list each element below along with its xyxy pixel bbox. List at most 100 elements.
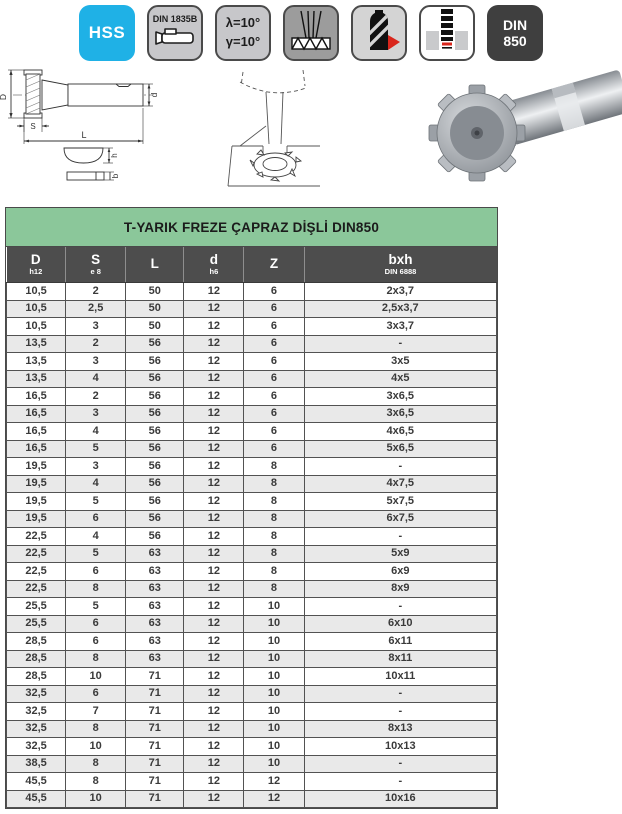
din1835b-shank-badge: DIN 1835B	[147, 5, 203, 61]
table-row: 10,5 3 50 12 6 3x3,7	[5, 317, 498, 336]
milling-direction-badge	[351, 5, 407, 61]
dimension-table: T-YARIK FREZE ÇAPRAZ DİŞLİ DIN850 D h12 …	[5, 207, 498, 809]
cell-S: 8	[65, 772, 127, 791]
cell-Z: 6	[243, 369, 305, 388]
cell-bxh: 6x10	[303, 614, 498, 633]
cell-d: 12	[183, 632, 245, 651]
table-row: 19,5 4 56 12 8 4x7,5	[5, 474, 498, 493]
cell-Z: 10	[243, 632, 305, 651]
cell-L: 56	[125, 369, 185, 388]
cell-d: 12	[183, 597, 245, 616]
cell-D: 19,5	[5, 492, 67, 511]
cell-Z: 12	[243, 772, 305, 791]
cell-D: 22,5	[5, 527, 67, 546]
cell-S: 10	[65, 737, 127, 756]
cell-D: 16,5	[5, 422, 67, 441]
table-row: 32,5 6 71 12 10 -	[5, 684, 498, 703]
cell-Z: 12	[243, 789, 305, 808]
cell-D: 38,5	[5, 754, 67, 773]
table-row: 38,5 8 71 12 10 -	[5, 754, 498, 773]
cell-bxh: 8x13	[303, 719, 498, 738]
table-row: 22,5 6 63 12 8 6x9	[5, 562, 498, 581]
cell-S: 2	[65, 334, 127, 353]
cell-L: 56	[125, 509, 185, 528]
table-title: T-YARIK FREZE ÇAPRAZ DİŞLİ DIN850	[6, 208, 497, 247]
cell-L: 56	[125, 334, 185, 353]
cell-d: 12	[183, 369, 245, 388]
cell-L: 63	[125, 597, 185, 616]
cell-d: 12	[183, 527, 245, 546]
cell-D: 22,5	[5, 579, 67, 598]
cell-bxh: 2,5x3,7	[303, 299, 498, 318]
cell-Z: 8	[243, 474, 305, 493]
cell-Z: 6	[243, 317, 305, 336]
cell-d: 12	[183, 649, 245, 668]
gamma-angle: γ=10°	[225, 34, 261, 49]
cell-d: 12	[183, 719, 245, 738]
cell-L: 71	[125, 772, 185, 791]
lambda-angle: λ=10°	[225, 15, 261, 31]
cell-bxh: -	[303, 597, 498, 616]
product-photo	[428, 70, 622, 182]
cell-d: 12	[183, 702, 245, 721]
technical-drawings-strip: D S d L h	[0, 68, 622, 200]
cell-Z: 10	[243, 667, 305, 686]
cell-d: 12	[183, 772, 245, 791]
cell-d: 12	[183, 474, 245, 493]
cell-S: 3	[65, 457, 127, 476]
property-badges-row: HSS DIN 1835B λ=10° γ=10°	[79, 5, 543, 61]
column-header-S: S e 8	[65, 247, 126, 283]
cell-bxh: -	[303, 457, 498, 476]
cell-S: 6	[65, 614, 127, 633]
cell-L: 63	[125, 649, 185, 668]
cell-d: 12	[183, 282, 245, 301]
cell-D: 16,5	[5, 404, 67, 423]
table-row: 22,5 5 63 12 8 5x9	[5, 544, 498, 563]
cell-L: 56	[125, 352, 185, 371]
cell-d: 12	[183, 387, 245, 406]
table-row: 22,5 8 63 12 8 8x9	[5, 579, 498, 598]
cell-bxh: 6x11	[303, 632, 498, 651]
cell-d: 12	[183, 789, 245, 808]
cell-d: 12	[183, 334, 245, 353]
table-row: 16,5 2 56 12 6 3x6,5	[5, 387, 498, 406]
cell-S: 8	[65, 754, 127, 773]
cell-S: 5	[65, 597, 127, 616]
cell-Z: 10	[243, 614, 305, 633]
cell-S: 4	[65, 422, 127, 441]
din1835b-label: DIN 1835B	[152, 14, 198, 24]
cell-S: 7	[65, 702, 127, 721]
cell-S: 8	[65, 649, 127, 668]
table-row: 19,5 6 56 12 8 6x7,5	[5, 509, 498, 528]
cell-L: 63	[125, 614, 185, 633]
cell-D: 45,5	[5, 789, 67, 808]
cell-D: 22,5	[5, 562, 67, 581]
cell-Z: 8	[243, 544, 305, 563]
cell-S: 10	[65, 667, 127, 686]
cell-S: 4	[65, 369, 127, 388]
cell-d: 12	[183, 404, 245, 423]
cell-Z: 8	[243, 579, 305, 598]
din850-standard-badge: DIN 850	[487, 5, 543, 61]
cell-Z: 8	[243, 492, 305, 511]
weldon-shank-icon	[153, 25, 197, 52]
cell-L: 56	[125, 527, 185, 546]
t-slot-cutting-drawing	[227, 69, 320, 187]
cell-Z: 10	[243, 737, 305, 756]
table-row: 19,5 3 56 12 8 -	[5, 457, 498, 476]
cell-Z: 6	[243, 422, 305, 441]
cell-d: 12	[183, 544, 245, 563]
column-header-D: D h12	[6, 247, 66, 283]
cell-Z: 6	[243, 282, 305, 301]
cell-L: 63	[125, 579, 185, 598]
cell-bxh: 10x16	[303, 789, 498, 808]
cell-L: 71	[125, 684, 185, 703]
cell-Z: 8	[243, 562, 305, 581]
table-row: 10,5 2,5 50 12 6 2,5x3,7	[5, 299, 498, 318]
cell-D: 19,5	[5, 474, 67, 493]
cell-bxh: 4x6,5	[303, 422, 498, 441]
cell-L: 56	[125, 404, 185, 423]
cell-S: 3	[65, 317, 127, 336]
cell-Z: 8	[243, 527, 305, 546]
cell-S: 5	[65, 492, 127, 511]
